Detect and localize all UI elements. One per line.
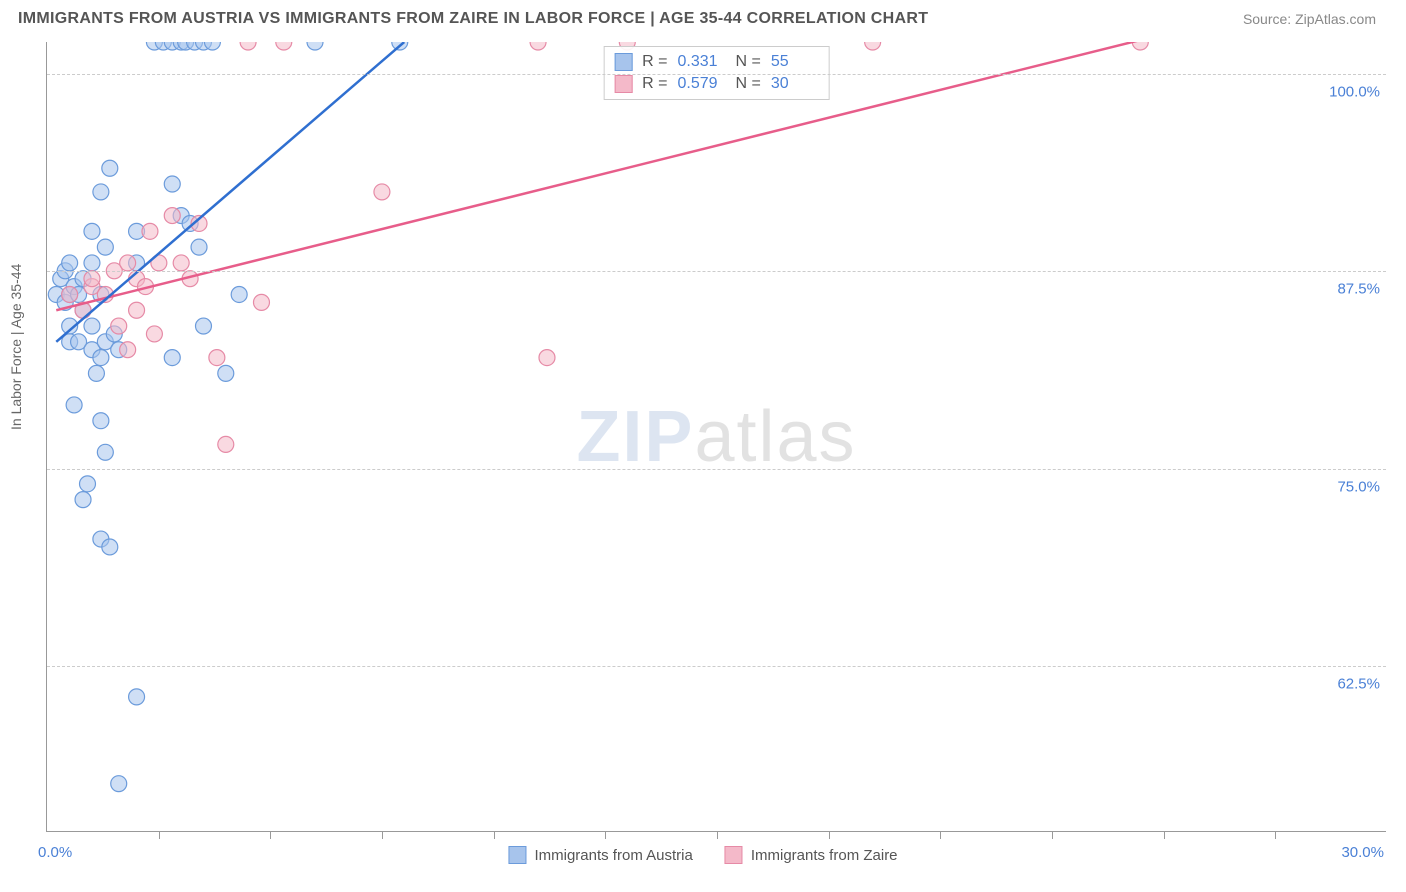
data-point — [80, 476, 96, 492]
legend-swatch-zaire — [725, 846, 743, 864]
stats-r-label: R = — [642, 75, 667, 93]
chart-title: IMMIGRANTS FROM AUSTRIA VS IMMIGRANTS FR… — [18, 10, 928, 28]
y-axis-title: In Labor Force | Age 35-44 — [8, 264, 24, 430]
data-point — [173, 255, 189, 271]
data-point — [142, 223, 158, 239]
data-point — [164, 208, 180, 224]
source-label: Source: ZipAtlas.com — [1243, 11, 1376, 27]
plot-svg — [47, 42, 1386, 831]
legend-item-zaire: Immigrants from Zaire — [725, 846, 898, 864]
x-tick — [159, 831, 160, 839]
data-point — [539, 350, 555, 366]
data-point — [164, 350, 180, 366]
stats-r-val-austria: 0.331 — [678, 53, 726, 71]
plot-area: ZIPatlas R = 0.331 N = 55 R = 0.579 N = … — [46, 42, 1386, 832]
data-point — [146, 326, 162, 342]
y-tick-label: 100.0% — [1329, 83, 1380, 100]
data-point — [129, 689, 145, 705]
gridline — [47, 74, 1386, 75]
data-point — [84, 255, 100, 271]
data-point — [102, 539, 118, 555]
data-point — [102, 160, 118, 176]
gridline — [47, 469, 1386, 470]
data-point — [218, 436, 234, 452]
legend-label-austria: Immigrants from Austria — [534, 847, 692, 864]
data-point — [62, 286, 78, 302]
data-point — [218, 365, 234, 381]
data-point — [88, 365, 104, 381]
data-point — [84, 271, 100, 287]
data-point — [374, 184, 390, 200]
gridline — [47, 666, 1386, 667]
data-point — [120, 342, 136, 358]
data-point — [111, 318, 127, 334]
data-point — [231, 286, 247, 302]
y-tick-label: 62.5% — [1337, 676, 1380, 693]
data-point — [93, 184, 109, 200]
x-tick — [270, 831, 271, 839]
x-tick — [382, 831, 383, 839]
data-point — [191, 239, 207, 255]
legend-label-zaire: Immigrants from Zaire — [751, 847, 898, 864]
legend: Immigrants from Austria Immigrants from … — [508, 846, 897, 864]
y-tick-label: 75.0% — [1337, 478, 1380, 495]
stats-n-label: N = — [736, 53, 761, 71]
data-point — [164, 176, 180, 192]
data-point — [120, 255, 136, 271]
x-tick — [940, 831, 941, 839]
data-point — [84, 318, 100, 334]
x-tick — [494, 831, 495, 839]
stats-r-val-zaire: 0.579 — [678, 75, 726, 93]
chart-container: IMMIGRANTS FROM AUSTRIA VS IMMIGRANTS FR… — [0, 0, 1406, 892]
stats-n-label: N = — [736, 75, 761, 93]
data-point — [209, 350, 225, 366]
x-tick — [1164, 831, 1165, 839]
stats-swatch-zaire — [614, 75, 632, 93]
data-point — [111, 776, 127, 792]
stats-r-label: R = — [642, 53, 667, 71]
x-tick — [1275, 831, 1276, 839]
gridline — [47, 271, 1386, 272]
stats-n-val-zaire: 30 — [771, 75, 819, 93]
y-tick-label: 87.5% — [1337, 281, 1380, 298]
x-min-label: 0.0% — [38, 844, 72, 861]
data-point — [97, 239, 113, 255]
x-tick — [1052, 831, 1053, 839]
data-point — [97, 444, 113, 460]
x-tick — [717, 831, 718, 839]
data-point — [129, 302, 145, 318]
stats-n-val-austria: 55 — [771, 53, 819, 71]
data-point — [253, 294, 269, 310]
data-point — [93, 350, 109, 366]
data-point — [75, 492, 91, 508]
data-point — [84, 223, 100, 239]
x-max-label: 30.0% — [1341, 844, 1384, 861]
stats-row-zaire: R = 0.579 N = 30 — [614, 73, 819, 95]
data-point — [195, 318, 211, 334]
legend-swatch-austria — [508, 846, 526, 864]
x-tick — [605, 831, 606, 839]
x-tick — [829, 831, 830, 839]
stats-row-austria: R = 0.331 N = 55 — [614, 51, 819, 73]
data-point — [66, 397, 82, 413]
title-bar: IMMIGRANTS FROM AUSTRIA VS IMMIGRANTS FR… — [0, 0, 1406, 38]
data-point — [93, 413, 109, 429]
data-point — [62, 255, 78, 271]
stats-swatch-austria — [614, 53, 632, 71]
legend-item-austria: Immigrants from Austria — [508, 846, 692, 864]
